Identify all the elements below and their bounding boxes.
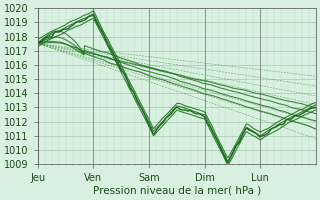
X-axis label: Pression niveau de la mer( hPa ): Pression niveau de la mer( hPa ) — [93, 186, 261, 196]
